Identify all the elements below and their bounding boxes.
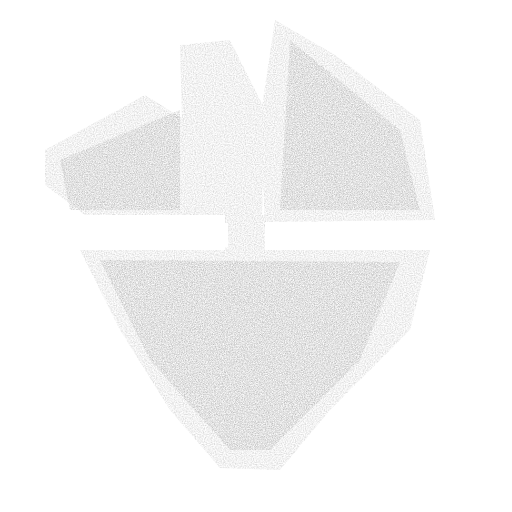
left-bar-cutout <box>88 223 228 247</box>
right-bar-cutout <box>265 228 403 246</box>
speckle-texture <box>60 40 420 450</box>
